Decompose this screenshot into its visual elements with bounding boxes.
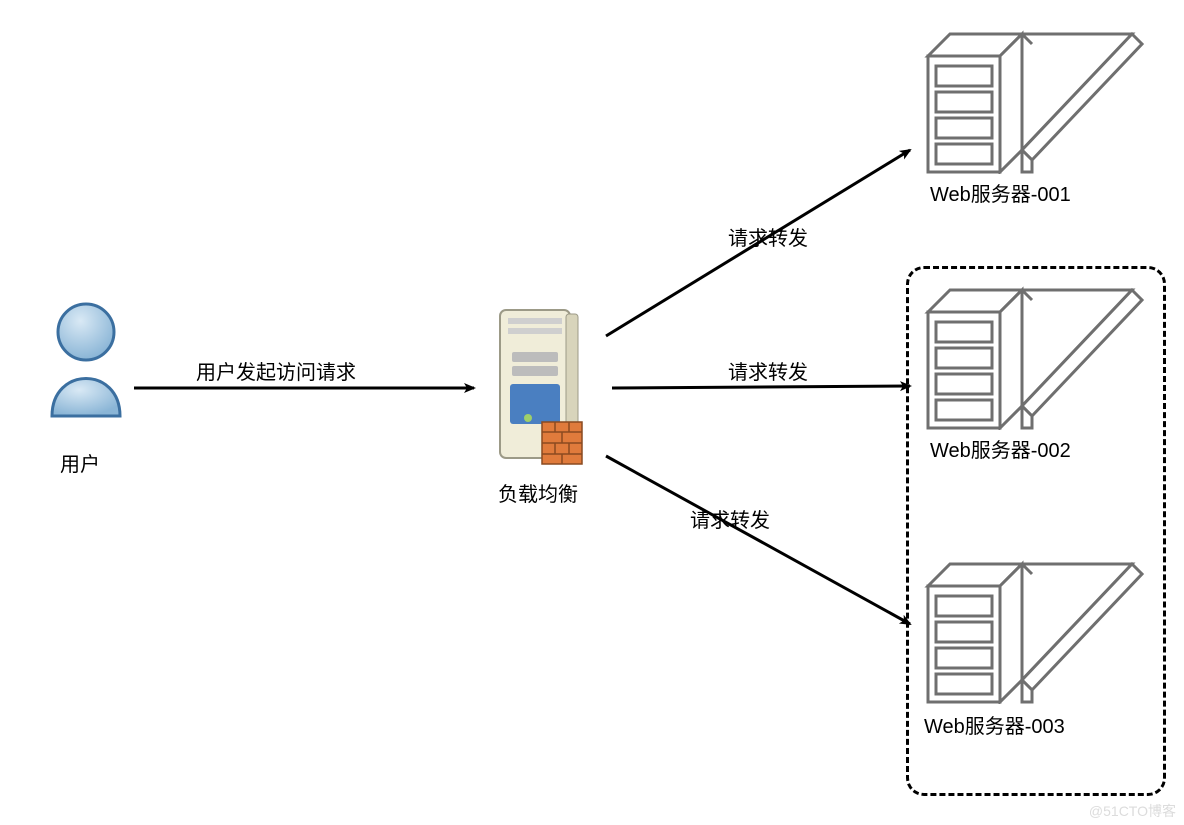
load-balancer-icon bbox=[480, 300, 600, 470]
web-server-1-icon bbox=[916, 24, 1146, 174]
edge-label-user-to-lb: 用户发起访问请求 bbox=[196, 356, 356, 385]
diagram-stage: 用户 bbox=[0, 0, 1184, 825]
user-icon bbox=[40, 298, 132, 418]
web-server-3-icon bbox=[916, 554, 1146, 704]
web-server-3-label: Web服务器-003 bbox=[924, 710, 1065, 739]
web-server-2-label: Web服务器-002 bbox=[930, 434, 1071, 463]
user-label: 用户 bbox=[60, 448, 100, 477]
load-balancer-label: 负载均衡 bbox=[498, 478, 578, 507]
web-server-1-label: Web服务器-001 bbox=[930, 178, 1071, 207]
edge-label-lb-to-web1: 请求转发 bbox=[728, 222, 808, 251]
watermark: @51CTO博客 bbox=[1089, 801, 1176, 821]
edge-label-lb-to-web2: 请求转发 bbox=[728, 356, 808, 385]
edge-label-lb-to-web3: 请求转发 bbox=[690, 504, 770, 533]
web-server-2-icon bbox=[916, 280, 1146, 430]
